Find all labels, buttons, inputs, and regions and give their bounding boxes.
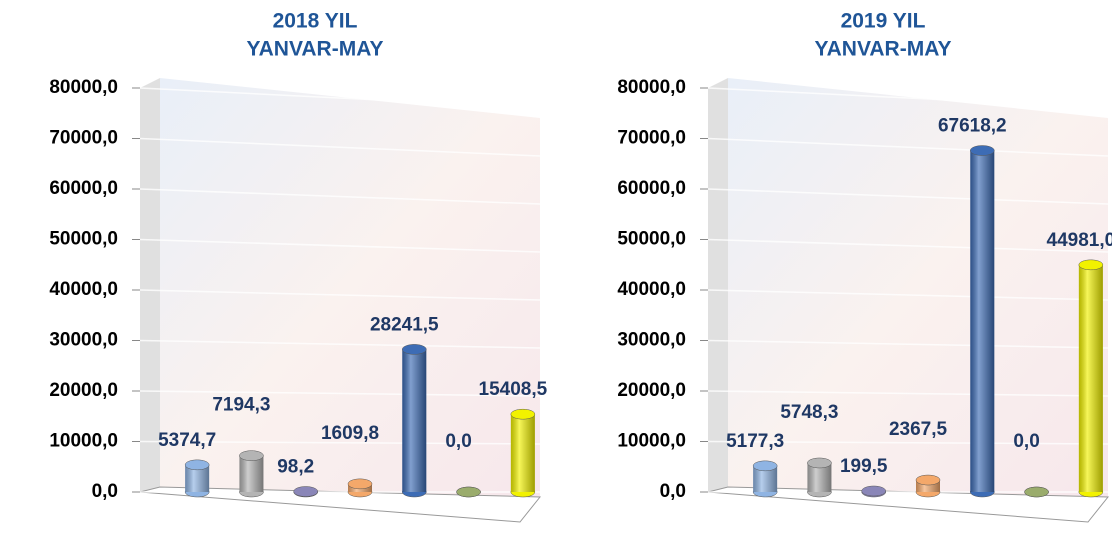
value-label: 7194,3 [212,395,270,416]
chart-title: 2019 YIL [841,10,926,33]
y-tick-label: 70000,0 [617,128,686,149]
bar-shade [239,455,264,492]
y-tick-label: 0,0 [92,481,118,502]
y-tick-label: 40000,0 [617,279,686,300]
y-tick-label: 60000,0 [617,178,686,199]
y-tick-label: 80000,0 [49,77,118,98]
value-label: 0,0 [1013,431,1039,452]
y-tick-label: 50000,0 [49,229,118,250]
bar-top [807,457,832,469]
bar-top [510,408,536,420]
bar [861,485,886,498]
grid-line [707,238,1109,253]
grid-line [139,137,541,157]
bar-top [239,450,264,461]
y-tick-label: 40000,0 [49,279,118,300]
grid-line [139,238,541,253]
grid-line [707,289,1109,301]
grid-line [707,390,1109,397]
value-label: 67618,2 [938,116,1007,137]
bar-shade [510,414,535,492]
y-tick-label: 20000,0 [49,380,118,401]
bar [293,486,318,498]
grid-line [707,440,1109,445]
value-label: 5374,7 [158,430,216,451]
bar [510,408,536,498]
bar-top [402,344,427,355]
value-label: 199,5 [840,456,888,477]
chart-title: YANVAR-MAY [247,38,384,61]
floor [707,486,1110,523]
bar-top [293,486,318,497]
bar [970,145,995,498]
bar [752,460,778,498]
bar [456,486,481,498]
bar-top [1078,259,1104,271]
bar [915,474,941,498]
grid-line [139,339,541,349]
bar-top [456,486,481,498]
chart-title: YANVAR-MAY [815,38,952,61]
grid-line [139,390,541,397]
grid-line [707,188,1109,205]
y-tick-label: 10000,0 [49,431,118,452]
bar-top [1024,486,1049,498]
y-tick-label: 0,0 [660,481,686,502]
side-wall [708,78,728,492]
value-label: 5177,3 [726,431,784,452]
bar-top [861,485,886,497]
y-tick-label: 80000,0 [617,77,686,98]
chart-title: 2018 YIL [273,10,358,33]
grid-line [139,87,541,109]
bar-top [970,145,995,156]
value-label: 28241,5 [370,314,439,335]
y-tick-label: 30000,0 [617,330,686,351]
bar-top [915,474,941,486]
bar-top [347,478,373,490]
value-label: 98,2 [277,457,314,478]
y-tick-label: 50000,0 [617,229,686,250]
bar-top [752,460,778,472]
grid-line [707,137,1109,157]
y-tick-label: 70000,0 [49,128,118,149]
value-label: 44981,0 [1047,230,1112,251]
value-label: 1609,8 [321,423,379,444]
bar-shade [402,349,427,492]
floor [139,486,542,523]
bar [347,478,373,498]
bar-shade [916,480,940,492]
bar-top [184,459,210,471]
bar [239,450,264,498]
side-wall [140,78,160,492]
y-tick-label: 60000,0 [49,178,118,199]
bar [1024,486,1049,498]
value-label: 5748,3 [780,402,838,423]
y-tick-label: 10000,0 [617,431,686,452]
bar [807,457,832,498]
value-label: 15408,5 [479,379,548,400]
y-tick-label: 20000,0 [617,380,686,401]
bar-shade [970,150,995,493]
bar [402,344,427,498]
grid-line [139,440,541,445]
grid-line [707,339,1109,349]
bar [1078,259,1104,498]
bar [184,459,210,498]
y-tick-label: 30000,0 [49,330,118,351]
grid-line [139,289,541,301]
grid-line [139,188,541,205]
grid-line [707,87,1109,109]
value-label: 0,0 [445,431,471,452]
bar-shade [1078,264,1103,492]
value-label: 2367,5 [889,419,948,440]
